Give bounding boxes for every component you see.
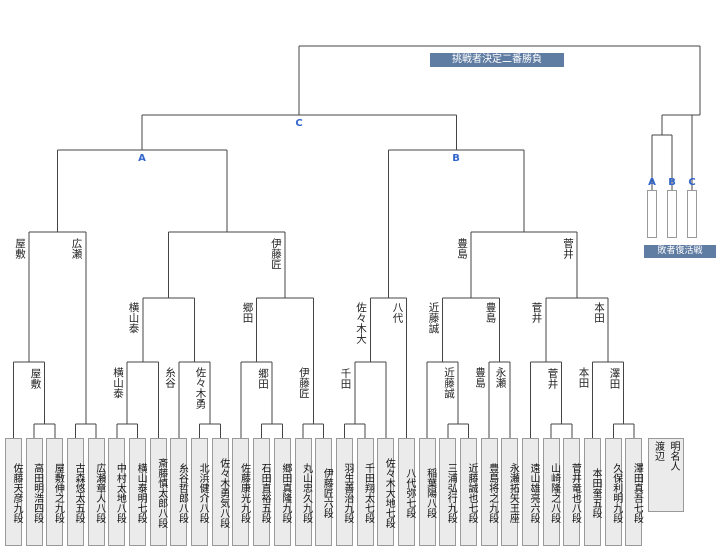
advancement-label: 伊藤匠 bbox=[298, 367, 310, 399]
advancement-label: 屋敷 bbox=[29, 368, 42, 389]
player-box: 伊藤匠六段 bbox=[315, 438, 333, 546]
player-box: 糸谷哲郎八段 bbox=[170, 438, 188, 546]
player-box: 広瀬章人八段 bbox=[87, 438, 105, 546]
seeded-player-name-part: 明名人 bbox=[668, 441, 679, 471]
advancement-label: 近藤誠 bbox=[443, 367, 455, 399]
revival-label-a: A bbox=[648, 177, 656, 188]
block-label-b: B bbox=[452, 153, 460, 164]
seeded-player-name-part: 渡辺 bbox=[652, 441, 664, 461]
advancement-label: 伊藤匠 bbox=[270, 238, 282, 270]
advancement-label: 広瀬 bbox=[70, 238, 83, 259]
player-box: 永瀬拓矢王座 bbox=[501, 438, 519, 546]
player-box: 本田奎五段 bbox=[584, 438, 602, 546]
player-box: 横山泰明七段 bbox=[129, 438, 147, 546]
advancement-label: 佐々木勇 bbox=[194, 367, 207, 409]
player-box: 郷田真隆九段 bbox=[273, 438, 291, 546]
player-box: 遠山雄亮六段 bbox=[522, 438, 539, 546]
player-box: 古森悠太五段 bbox=[67, 438, 85, 546]
advancement-label: 豊島 bbox=[484, 302, 497, 323]
player-box: 稲葉陽八段 bbox=[418, 438, 436, 546]
advancement-label: 八代 bbox=[391, 302, 404, 323]
advancement-label: 近藤誠 bbox=[427, 302, 440, 334]
advancement-label: 郷田 bbox=[257, 368, 269, 389]
advancement-label: 屋敷 bbox=[14, 238, 26, 259]
revival-slot-a bbox=[647, 190, 657, 238]
player-box: 佐々木大地七段 bbox=[377, 438, 395, 546]
challenger-final-banner: 挑戦者決定二番勝負 bbox=[430, 53, 564, 67]
player-box: 佐藤康光九段 bbox=[232, 438, 250, 546]
player-box: 澤田真吾七段 bbox=[625, 438, 643, 546]
player-box: 佐藤天彦九段 bbox=[5, 438, 22, 546]
advancement-label: 千田 bbox=[339, 368, 352, 389]
advancement-label: 郷田 bbox=[241, 302, 254, 323]
seeded-player-box: 渡辺 明名人 bbox=[648, 438, 684, 512]
player-box: 佐々木勇気八段 bbox=[211, 438, 229, 546]
revival-label-c: C bbox=[688, 177, 696, 188]
advancement-label: 本田 bbox=[593, 302, 605, 323]
player-box: 屋敷伸之九段 bbox=[46, 438, 64, 546]
revival-slot-c bbox=[687, 190, 697, 238]
player-box: 石田直裕五段 bbox=[253, 438, 271, 546]
advancement-label: 菅井 bbox=[562, 238, 574, 259]
player-box: 豊島将之九段 bbox=[480, 438, 498, 546]
player-box: 斎藤慎太郎八段 bbox=[149, 438, 167, 546]
player-box: 久保利明九段 bbox=[604, 438, 622, 546]
player-box: 羽生善治九段 bbox=[335, 438, 353, 546]
advancement-label: 佐々木大 bbox=[355, 302, 367, 344]
advancement-label: 豊島 bbox=[456, 238, 468, 259]
player-box: 近藤誠也七段 bbox=[459, 438, 477, 546]
player-box: 八代弥七段 bbox=[397, 438, 415, 546]
advancement-label: 横山泰 bbox=[112, 367, 124, 399]
player-box: 高田明浩四段 bbox=[25, 438, 43, 546]
revival-label-b: B bbox=[668, 177, 676, 188]
player-box: 中村太地八段 bbox=[108, 438, 126, 546]
block-label-c: C bbox=[295, 118, 303, 129]
losers-revival-banner: 敗者復活戦 bbox=[644, 245, 716, 258]
advancement-label: 永瀬 bbox=[494, 367, 507, 388]
advancement-label: 澤田 bbox=[608, 368, 621, 389]
player-box: 山崎隆之八段 bbox=[542, 438, 560, 546]
player-box: 菅井竜也八段 bbox=[563, 438, 581, 546]
advancement-label: 菅井 bbox=[546, 368, 559, 389]
player-box: 北浜健介八段 bbox=[191, 438, 209, 546]
advancement-label: 本田 bbox=[577, 367, 590, 388]
advancement-label: 糸谷 bbox=[164, 367, 176, 388]
block-label-a: A bbox=[138, 153, 146, 164]
player-box: 丸山忠久九段 bbox=[294, 438, 312, 546]
player-box: 千田翔太七段 bbox=[356, 438, 374, 546]
advancement-label: 横山泰 bbox=[127, 302, 140, 334]
player-box: 三浦弘行九段 bbox=[439, 438, 457, 546]
revival-slot-b bbox=[667, 190, 677, 238]
advancement-label: 菅井 bbox=[530, 302, 543, 323]
advancement-label: 豊島 bbox=[474, 367, 486, 388]
